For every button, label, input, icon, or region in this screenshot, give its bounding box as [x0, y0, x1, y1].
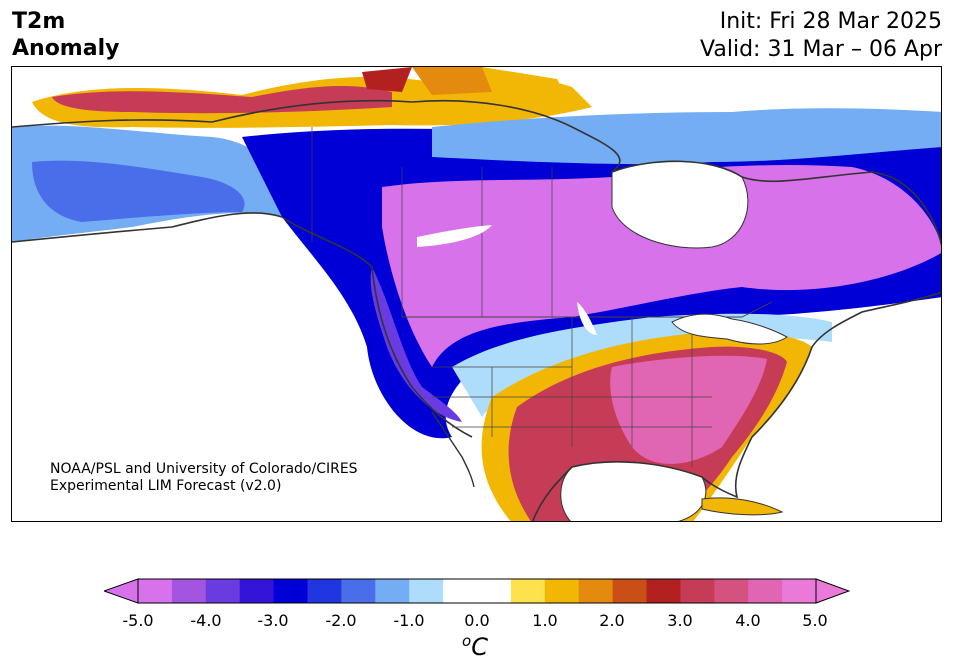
init-date: Init: Fri 28 Mar 2025	[700, 8, 942, 36]
colorbar-segment	[511, 579, 545, 603]
colorbar-segment	[240, 579, 274, 603]
colorbar-max-arrow	[816, 579, 849, 603]
colorbar	[104, 577, 850, 607]
colorbar-unit: oC	[462, 632, 488, 661]
colorbar-ticks: -5.0 -4.0 -3.0 -2.0 -1.0 0.0 1.0 2.0 3.0…	[0, 611, 954, 631]
colorbar-segment	[748, 579, 782, 603]
colorbar-segment	[172, 579, 206, 603]
credit-line-1: NOAA/PSL and University of Colorado/CIRE…	[50, 461, 358, 478]
colorbar-segment	[545, 579, 579, 603]
credit-line-2: Experimental LIM Forecast (v2.0)	[50, 478, 358, 495]
colorbar-segment	[477, 579, 511, 603]
unit-degree: o	[462, 632, 471, 650]
colorbar-min-arrow	[104, 579, 138, 603]
colorbar-segment	[443, 579, 477, 603]
cuba-warm	[702, 498, 782, 515]
unit-letter: C	[471, 633, 488, 661]
colorbar-tick: -2.0	[325, 611, 356, 630]
map-title: T2m Anomaly	[12, 8, 119, 62]
colorbar-segment	[680, 579, 714, 603]
colorbar-segment	[308, 579, 342, 603]
colorbar-segment	[714, 579, 748, 603]
colorbar-segment	[579, 579, 613, 603]
colorbar-segment	[409, 579, 443, 603]
colorbar-segment	[341, 579, 375, 603]
title-variable: T2m	[12, 8, 119, 35]
colorbar-tick: -5.0	[122, 611, 153, 630]
colorbar-tick: 2.0	[599, 611, 624, 630]
valid-range: Valid: 31 Mar – 06 Apr	[700, 36, 942, 64]
colorbar-segment	[613, 579, 647, 603]
colorbar-segment	[782, 579, 816, 603]
colorbar-tick: -1.0	[393, 611, 424, 630]
colorbar-segment	[647, 579, 681, 603]
title-type: Anomaly	[12, 35, 119, 62]
colorbar-tick: -4.0	[190, 611, 221, 630]
colorbar-tick: 3.0	[667, 611, 692, 630]
colorbar-tick: 4.0	[735, 611, 760, 630]
colorbar-segment	[375, 579, 409, 603]
colorbar-segment	[274, 579, 308, 603]
forecast-dates: Init: Fri 28 Mar 2025 Valid: 31 Mar – 06…	[700, 8, 942, 64]
colorbar-tick: 5.0	[802, 611, 827, 630]
colorbar-tick: 0.0	[464, 611, 489, 630]
colorbar-segment	[138, 579, 172, 603]
colorbar-tick: -3.0	[257, 611, 288, 630]
colorbar-tick: 1.0	[532, 611, 557, 630]
colorbar-segment	[206, 579, 240, 603]
anomaly-map: NOAA/PSL and University of Colorado/CIRE…	[11, 66, 942, 522]
credit-text: NOAA/PSL and University of Colorado/CIRE…	[50, 461, 358, 495]
map-canvas	[12, 67, 942, 522]
